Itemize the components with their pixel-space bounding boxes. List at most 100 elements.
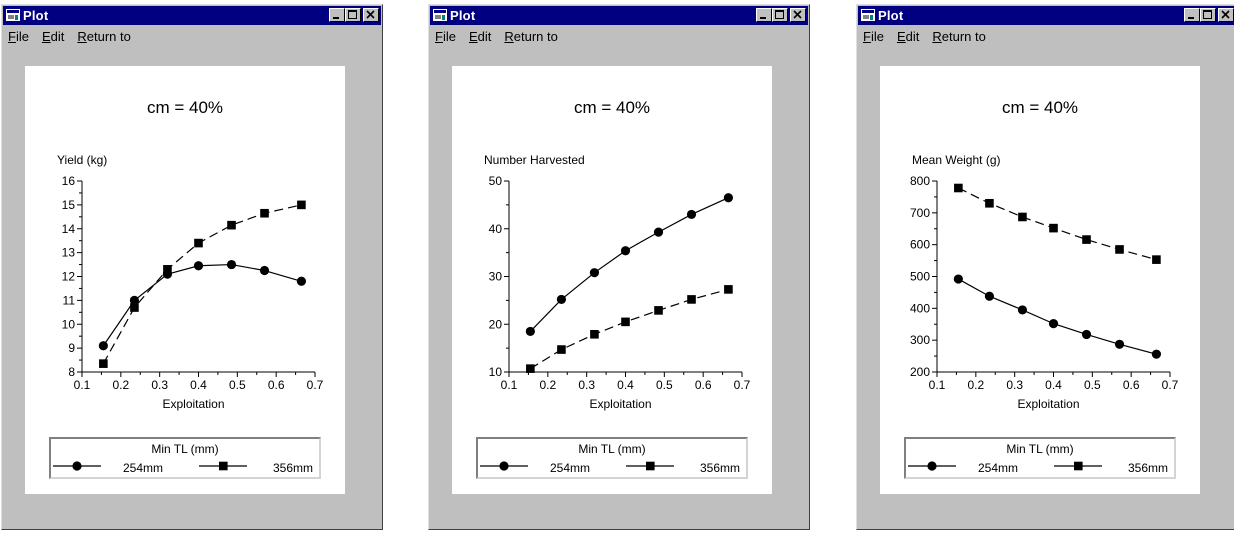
point-254mm <box>1017 305 1028 315</box>
point-356mm <box>1049 223 1058 233</box>
x-tick-label: 0.3 <box>151 378 168 392</box>
y-tick-label: 500 <box>910 270 930 284</box>
point-356mm <box>260 208 269 218</box>
legend-marker-356mm <box>219 461 228 471</box>
y-axis-label: Yield (kg) <box>57 153 107 167</box>
legend-label-356mm: 356mm <box>1128 461 1169 475</box>
menu-file[interactable]: File <box>863 29 884 44</box>
menu-label-rest: ile <box>15 29 29 44</box>
menu-return-to[interactable]: Return to <box>504 29 557 44</box>
point-356mm <box>99 359 108 368</box>
menu-label-rest: dit <box>50 29 65 44</box>
app-icon[interactable] <box>6 9 20 21</box>
menu-bar: File Edit Return to <box>435 29 558 44</box>
x-tick-label: 0.1 <box>501 378 518 392</box>
window-controls <box>1184 8 1234 23</box>
menu-return-to[interactable]: Return to <box>932 29 985 44</box>
maximize-button[interactable] <box>772 8 788 22</box>
x-tick-label: 0.1 <box>929 378 946 392</box>
point-254mm <box>193 261 204 271</box>
y-tick-label: 15 <box>62 198 76 212</box>
point-254mm <box>686 209 697 220</box>
app-icon[interactable] <box>433 9 447 21</box>
plot-canvas: cm = 40% Yield (kg) 8 9 10 11 12 13 14 15 16 0.1 0.2… <box>25 66 345 494</box>
menu-file[interactable]: File <box>435 29 456 44</box>
y-tick-label: 12 <box>62 270 76 284</box>
point-356mm <box>130 303 139 312</box>
point-356mm <box>1018 212 1027 222</box>
maximize-icon <box>775 10 784 19</box>
plot-window-3: Plot File Edit Return to cm = 40% Mean Weight… <box>856 4 1234 530</box>
menu-hotkey: R <box>77 29 87 44</box>
point-254mm <box>1114 339 1125 349</box>
close-button[interactable] <box>363 8 379 22</box>
point-254mm <box>525 326 535 337</box>
point-356mm <box>654 306 663 315</box>
point-254mm <box>723 193 734 203</box>
minimize-button[interactable] <box>1184 8 1200 22</box>
minimize-button[interactable] <box>756 8 772 22</box>
y-axis-label: Mean Weight (g) <box>912 153 1000 167</box>
x-tick-label: 0.2 <box>112 378 129 392</box>
minimize-icon <box>760 17 766 19</box>
legend-title: Min TL (mm) <box>1006 442 1074 456</box>
x-tick-label: 0.5 <box>229 378 246 392</box>
legend-swatches <box>908 461 1102 471</box>
point-356mm <box>590 329 599 339</box>
y-tick-label: 16 <box>62 174 76 188</box>
maximize-button[interactable] <box>1200 8 1216 22</box>
menu-hotkey: R <box>932 29 942 44</box>
x-tick-label: 0.7 <box>1162 378 1179 392</box>
menu-hotkey: F <box>863 29 871 44</box>
x-tick-label: 0.4 <box>1045 378 1062 392</box>
menu-label-rest: dit <box>905 29 920 44</box>
menu-return-to[interactable]: Return to <box>77 29 130 44</box>
title-bar[interactable]: Plot <box>430 6 808 25</box>
minimize-button[interactable] <box>329 8 345 22</box>
plot-window-1: Plot File Edit Return to cm = 40% Yield (kg) 8… <box>1 4 383 530</box>
menu-edit[interactable]: Edit <box>469 29 491 44</box>
point-356mm <box>297 200 306 210</box>
minimize-icon <box>333 17 339 19</box>
series-line-254mm <box>958 278 1157 355</box>
y-tick-label: 50 <box>489 174 503 188</box>
maximize-button[interactable] <box>345 8 361 22</box>
legend-swatches <box>53 461 247 471</box>
legend-swatches <box>480 461 674 471</box>
menu-edit[interactable]: Edit <box>42 29 64 44</box>
series-line-254mm <box>529 197 729 332</box>
y-tick-label: 700 <box>910 206 930 220</box>
title-bar[interactable]: Plot <box>858 6 1234 25</box>
x-tick-label: 0.2 <box>967 378 984 392</box>
plot-canvas: cm = 40% Mean Weight (g) 200 300 400 500 600 70… <box>880 66 1200 494</box>
menu-label-rest: eturn to <box>941 29 986 44</box>
y-tick-label: 800 <box>910 174 930 188</box>
menu-hotkey: E <box>41 29 51 44</box>
line-chart: cm = 40% Yield (kg) 8 9 10 11 12 13 14 15 16 0.1 0.2… <box>57 98 324 411</box>
legend: Min TL (mm) 254mm 356mm <box>476 437 748 479</box>
legend-marker-254mm <box>72 461 82 471</box>
close-button[interactable] <box>790 8 806 22</box>
menu-edit[interactable]: Edit <box>897 29 919 44</box>
menu-file[interactable]: File <box>8 29 29 44</box>
y-tick-label: 200 <box>910 365 930 379</box>
app-icon[interactable] <box>861 9 875 21</box>
window-title: Plot <box>450 8 476 23</box>
point-254mm <box>589 268 600 278</box>
menu-bar: File Edit Return to <box>8 29 131 44</box>
plot-canvas: cm = 40% Number Harvested 10 20 30 40 50 0.1 0.2… <box>452 66 772 494</box>
title-bar[interactable]: Plot <box>3 6 381 25</box>
point-254mm <box>129 295 140 305</box>
point-356mm <box>724 285 733 294</box>
line-chart: cm = 40% Mean Weight (g) 200 300 400 500 600 70… <box>910 98 1179 411</box>
legend: Min TL (mm) 254mm 356mm <box>904 437 1176 479</box>
chart-title: cm = 40% <box>574 98 650 117</box>
legend-label-254mm: 254mm <box>550 461 591 475</box>
close-button[interactable] <box>1218 8 1234 22</box>
window-title: Plot <box>878 8 904 23</box>
point-356mm <box>1082 235 1091 244</box>
menu-hotkey: F <box>8 29 16 44</box>
point-254mm <box>1151 349 1162 359</box>
point-356mm <box>1152 255 1161 264</box>
y-tick-label: 300 <box>910 333 930 347</box>
